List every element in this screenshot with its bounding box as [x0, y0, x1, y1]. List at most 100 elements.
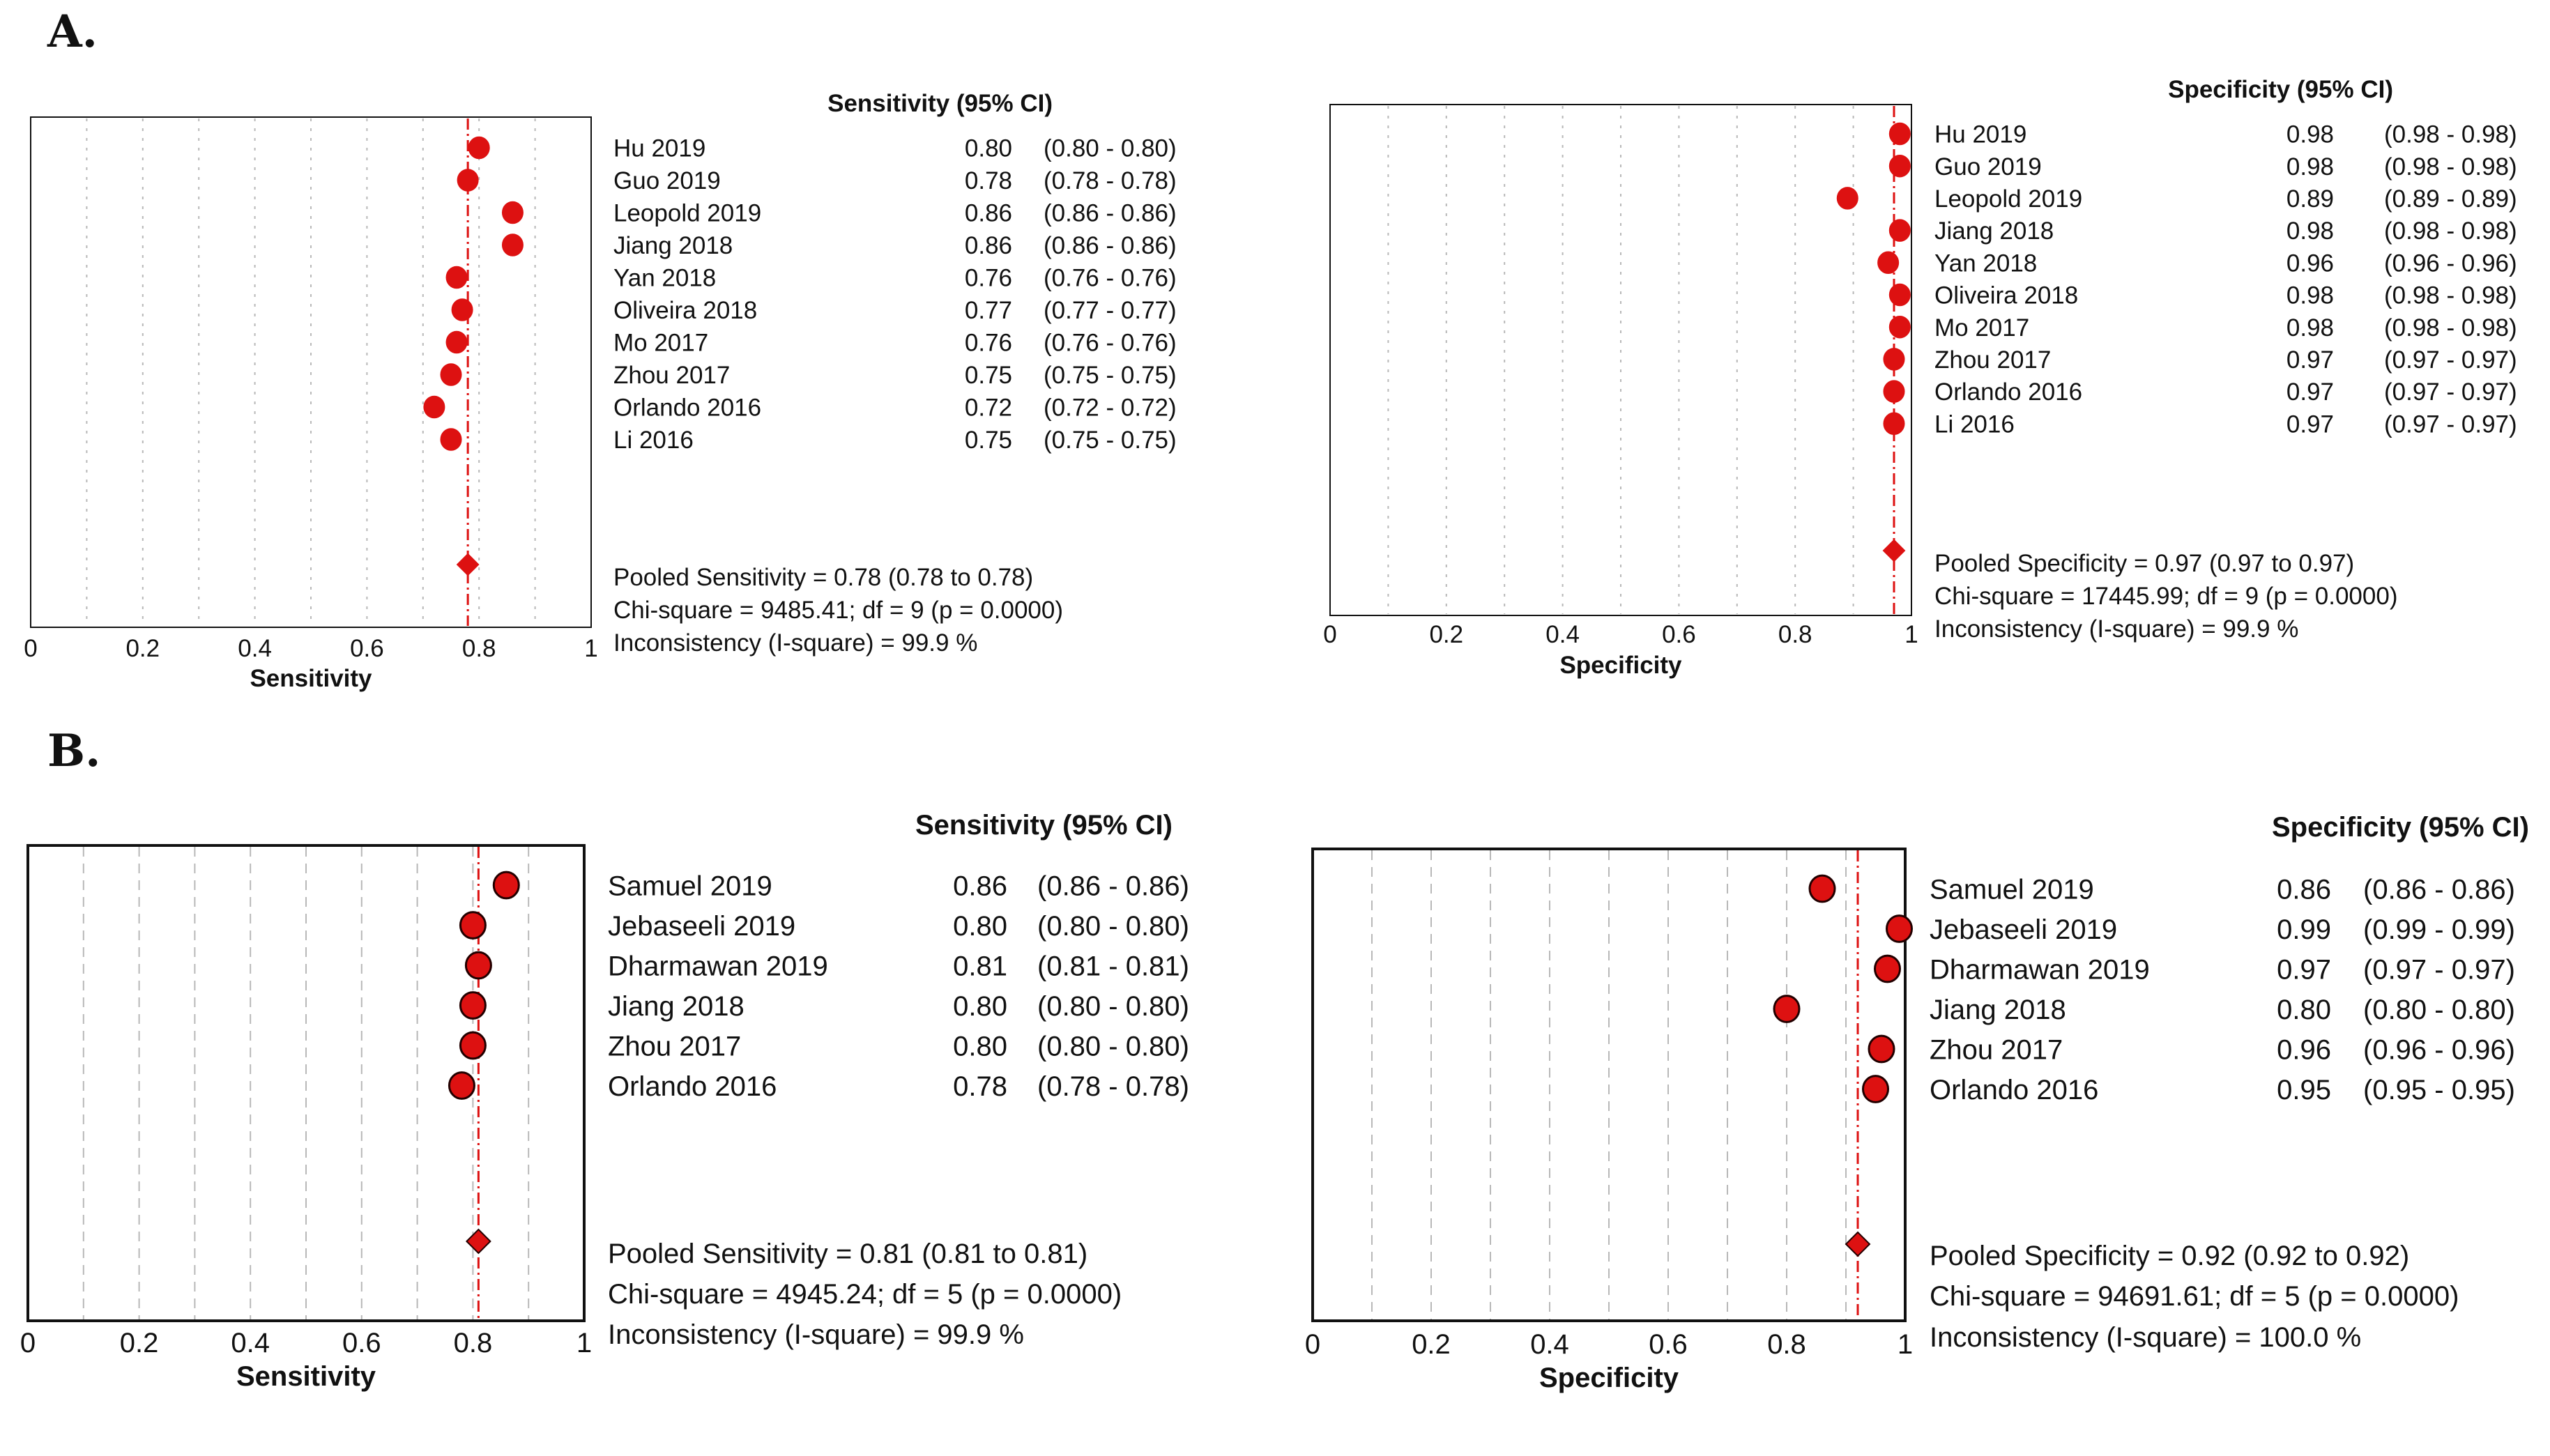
forest-plot-b-spec: 0 0.2 0.4 0.6 0.8 1 Specificity Specificity (95… [1305, 812, 2529, 1393]
tick-label: 1 [1904, 621, 1918, 648]
study-point [1862, 1075, 1889, 1103]
study-ci: (0.80 - 0.80) [1037, 911, 1189, 942]
study-value: 0.76 [965, 265, 1012, 292]
study-value: 0.98 [2286, 121, 2334, 148]
inconsistency-summary: Inconsistency (I-square) = 99.9 % [608, 1319, 1024, 1350]
tick-label: 0 [1323, 621, 1336, 648]
study-value: 0.76 [965, 330, 1012, 357]
study-name: Orlando 2016 [1934, 378, 2082, 406]
study-ci: (0.80 - 0.80) [1037, 991, 1189, 1022]
study-ci: (0.89 - 0.89) [2384, 185, 2517, 213]
study-ci: (0.97 - 0.97) [2384, 378, 2517, 406]
study-name: Leopold 2019 [1934, 185, 2082, 213]
plot-frame [1311, 848, 1907, 1322]
study-name: Orlando 2016 [1930, 1075, 2098, 1105]
study-value: 0.86 [2277, 874, 2331, 905]
study-point [1888, 154, 1911, 178]
study-ci: (0.72 - 0.72) [1044, 394, 1177, 422]
plot-frame [30, 116, 592, 628]
study-point [1883, 412, 1905, 436]
panel-label-b: B. [47, 725, 101, 777]
column-title: Specificity (95% CI) [2272, 812, 2529, 843]
study-value: 0.80 [953, 991, 1007, 1022]
study-value: 0.78 [965, 167, 1012, 194]
study-point [468, 136, 490, 160]
study-point [501, 201, 524, 224]
study-point [1886, 914, 1913, 943]
tick-label: 0.2 [125, 635, 160, 662]
study-ci: (0.81 - 0.81) [1037, 951, 1189, 981]
study-name: Hu 2019 [1934, 121, 2026, 148]
pooled-diamond [1882, 539, 1906, 562]
x-axis-label: Specificity [1559, 652, 1682, 679]
study-name: Leopold 2019 [613, 200, 761, 227]
tick-label: 0.2 [1429, 621, 1463, 648]
x-axis-label: Specificity [1539, 1363, 1679, 1393]
study-ci: (0.80 - 0.80) [2363, 995, 2515, 1025]
pooled-diamond [456, 553, 480, 576]
study-ci: (0.78 - 0.78) [1044, 167, 1177, 194]
study-point [1808, 874, 1836, 903]
study-name: Samuel 2019 [1930, 874, 2094, 905]
panel-label-a: A. [47, 6, 98, 58]
study-ci: (0.86 - 0.86) [2363, 874, 2515, 905]
tick-label: 0.2 [120, 1328, 159, 1358]
study-point [459, 911, 487, 940]
study-point [1877, 251, 1900, 275]
study-name: Guo 2019 [1934, 153, 2042, 181]
pooled-summary: Pooled Sensitivity = 0.78 (0.78 to 0.78) [613, 564, 1033, 591]
study-point [1888, 219, 1911, 242]
study-value: 0.98 [2286, 314, 2334, 342]
pooled-summary: Pooled Specificity = 0.92 (0.92 to 0.92) [1930, 1241, 2409, 1271]
study-point [440, 363, 462, 386]
study-value: 0.99 [2277, 914, 2331, 945]
study-ci: (0.78 - 0.78) [1037, 1071, 1189, 1102]
study-value: 0.75 [965, 362, 1012, 389]
study-value: 0.89 [2286, 185, 2334, 213]
study-ci: (0.98 - 0.98) [2384, 217, 2517, 245]
study-name: Jiang 2018 [1934, 217, 2054, 245]
study-point [423, 395, 445, 419]
study-value: 0.78 [953, 1071, 1007, 1102]
study-point [1874, 954, 1901, 983]
study-point [459, 991, 487, 1020]
study-value: 0.98 [2286, 282, 2334, 309]
study-ci: (0.80 - 0.80) [1044, 135, 1177, 162]
tick-label: 0.4 [1530, 1329, 1569, 1360]
study-name: Orlando 2016 [608, 1071, 777, 1102]
study-point [501, 233, 524, 256]
study-name: Oliveira 2018 [613, 297, 757, 324]
pooled-summary: Pooled Sensitivity = 0.81 (0.81 to 0.81) [608, 1239, 1087, 1269]
plot-frame [1329, 104, 1912, 616]
study-name: Mo 2017 [613, 330, 708, 357]
tick-label: 0.6 [350, 635, 384, 662]
study-point [492, 871, 520, 900]
study-ci: (0.97 - 0.97) [2384, 346, 2517, 374]
column-title: Sensitivity (95% CI) [915, 810, 1173, 841]
study-name: Dharmawan 2019 [1930, 954, 2150, 985]
study-value: 0.96 [2286, 250, 2334, 277]
study-name: Dharmawan 2019 [608, 951, 828, 981]
study-ci: (0.76 - 0.76) [1044, 330, 1177, 357]
study-point [445, 330, 468, 354]
study-point [445, 266, 468, 289]
study-name: Orlando 2016 [613, 394, 761, 422]
study-point [1888, 283, 1911, 307]
study-ci: (0.98 - 0.98) [2384, 282, 2517, 309]
study-point [448, 1071, 475, 1100]
study-value: 0.98 [2286, 217, 2334, 245]
study-name: Zhou 2017 [613, 362, 730, 389]
study-ci: (0.98 - 0.98) [2384, 121, 2517, 148]
chi-square-summary: Chi-square = 94691.61; df = 5 (p = 0.000… [1930, 1281, 2459, 1312]
study-name: Guo 2019 [613, 167, 721, 194]
study-point [451, 298, 473, 321]
tick-label: 0.8 [1778, 621, 1812, 648]
study-name: Jiang 2018 [613, 232, 733, 259]
tick-label: 1 [577, 1328, 592, 1358]
study-name: Li 2016 [613, 427, 694, 454]
study-name: Zhou 2017 [1930, 1034, 2063, 1065]
chi-square-summary: Chi-square = 4945.24; df = 5 (p = 0.0000… [608, 1279, 1122, 1310]
chi-square-summary: Chi-square = 9485.41; df = 9 (p = 0.0000… [613, 597, 1063, 624]
study-point [459, 1031, 487, 1060]
